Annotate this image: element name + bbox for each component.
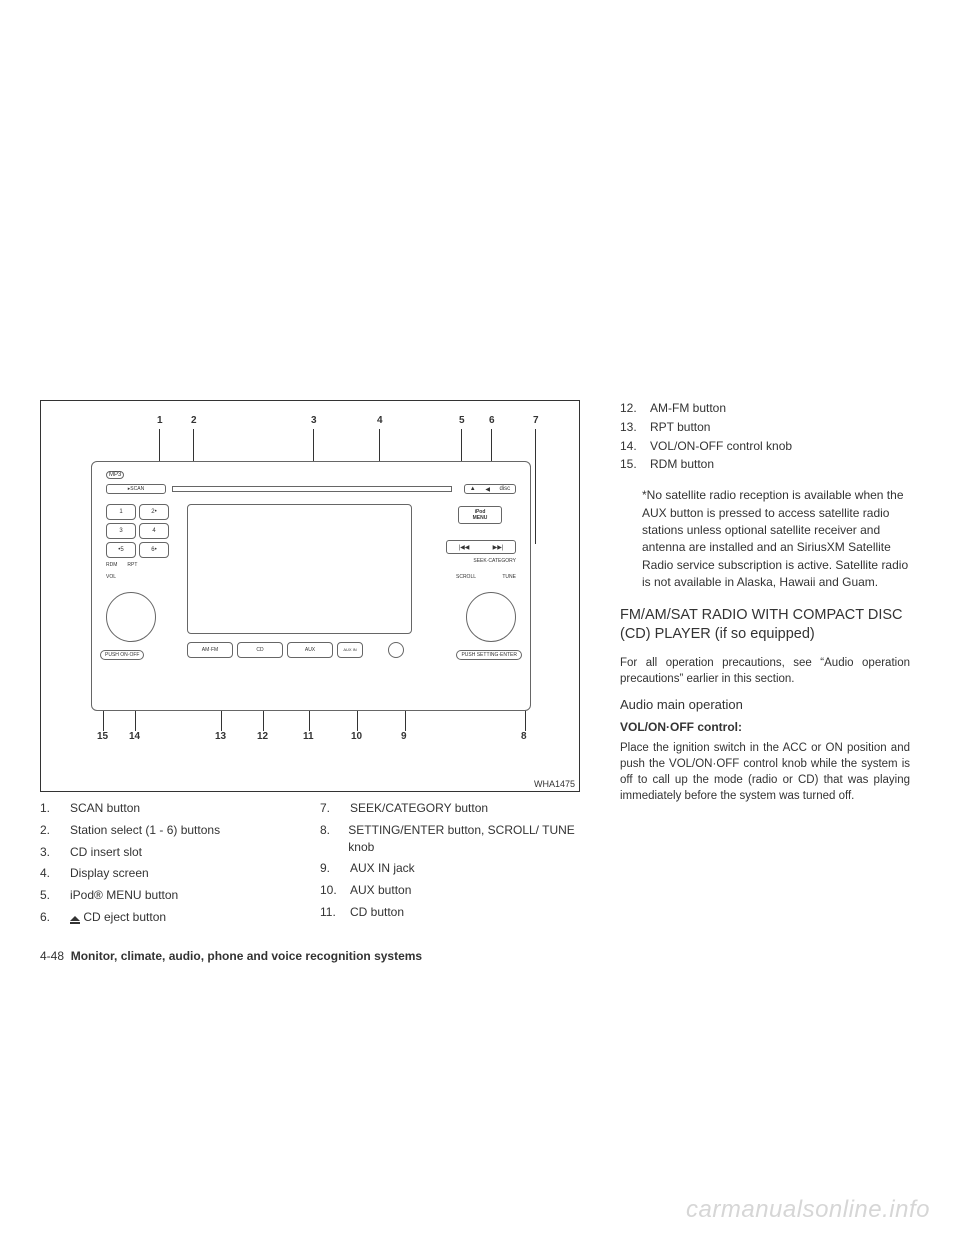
preset-buttons: 1 2 • 3 4 • 5 6 • (106, 504, 169, 558)
legend-number: 7. (320, 800, 338, 817)
rdm-rpt-labels: RDM RPT (106, 562, 137, 568)
scroll-tune-label: SCROLL TUNE (456, 574, 516, 580)
legend-item: 1. SCAN button (40, 800, 300, 817)
tune-knob (466, 592, 516, 642)
legend-item: 15. RDM button (620, 456, 910, 473)
push-on-off-label: PUSH ON·OFF (100, 650, 144, 660)
legend-number: 2. (40, 822, 58, 839)
legend-number: 4. (40, 865, 58, 882)
legend-item: 14. VOL/ON-OFF control knob (620, 438, 910, 455)
legend-text: SETTING/ENTER button, SCROLL/ TUNE knob (348, 822, 580, 856)
legend-number: 12. (620, 400, 638, 417)
legend-number: 8. (320, 822, 336, 856)
callout-6: 6 (489, 415, 495, 426)
precaution-text: For all operation precautions, see “Audi… (620, 655, 910, 687)
legend-number: 3. (40, 844, 58, 861)
legend-number: 10. (320, 882, 338, 899)
legend-item: 12. AM-FM button (620, 400, 910, 417)
legend-text: RPT button (650, 419, 710, 436)
legend-item: 10. AUX button (320, 882, 580, 899)
legend-text: AM-FM button (650, 400, 726, 417)
callout-11: 11 (303, 731, 314, 742)
legend-number: 14. (620, 438, 638, 455)
legend-text: CD insert slot (70, 844, 142, 861)
callout-12: 12 (257, 731, 268, 742)
vol-knob (106, 592, 156, 642)
legend-number: 13. (620, 419, 638, 436)
legend-columns: 1. SCAN button 2. Station select (1 - 6) bu… (40, 800, 600, 931)
cd-slot (172, 486, 452, 492)
callout-9: 9 (401, 731, 407, 742)
legend-item: 5. iPod® MENU button (40, 887, 300, 904)
vol-label: VOL (106, 574, 116, 580)
scan-button: ▸ SCAN (106, 484, 166, 494)
sub-heading: Audio main operation (620, 697, 910, 712)
ipod-menu-button: iPod MENU (458, 506, 502, 524)
legend-number: 15. (620, 456, 638, 473)
legend-right: 12. AM-FM button 13. RPT button 14. VOL/ON-OF… (620, 400, 910, 473)
watermark: carmanualsonline.info (686, 1196, 930, 1224)
legend-text: CD eject button (70, 909, 166, 926)
callout-1: 1 (157, 415, 163, 426)
push-setting-label: PUSH SETTING·ENTER (456, 650, 522, 660)
callout-2: 2 (191, 415, 197, 426)
diagram-id: WHA1475 (534, 779, 575, 789)
callout-8: 8 (521, 731, 527, 742)
eject-icon (70, 916, 80, 921)
display-screen (187, 504, 412, 634)
legend-text: Station select (1 - 6) buttons (70, 822, 220, 839)
legend-item: 8. SETTING/ENTER button, SCROLL/ TUNE kno… (320, 822, 580, 856)
legend-item: 4. Display screen (40, 865, 300, 882)
page-number: 4-48 (40, 949, 64, 963)
callout-7: 7 (533, 415, 539, 426)
legend-text: SCAN button (70, 800, 140, 817)
satellite-note: *No satellite radio reception is availab… (642, 487, 910, 591)
legend-item: 2. Station select (1 - 6) buttons (40, 822, 300, 839)
legend-item: 6. CD eject button (40, 909, 300, 926)
legend-number: 11. (320, 904, 338, 921)
legend-text: Display screen (70, 865, 149, 882)
callout-13: 13 (215, 731, 226, 742)
section-heading: FM/AM/SAT RADIO WITH COMPACT DISC (CD) P… (620, 606, 910, 645)
callout-3: 3 (311, 415, 317, 426)
legend-number: 6. (40, 909, 58, 926)
eject-button-area: ▲ ◀ disc (464, 484, 516, 494)
seek-buttons: |◀◀ ▶▶| (446, 540, 516, 554)
head-unit-outline: MP3 ▸ SCAN ▲ ◀ disc 1 2 • 3 4 • 5 6 • (91, 461, 531, 711)
callout-15: 15 (97, 731, 108, 742)
legend-text: VOL/ON-OFF control knob (650, 438, 792, 455)
callout-14: 14 (129, 731, 140, 742)
legend-text: AUX button (350, 882, 411, 899)
page-footer: 4-48 Monitor, climate, audio, phone and … (40, 949, 600, 963)
legend-text: iPod® MENU button (70, 887, 178, 904)
mode-buttons: AM·FM CD AUX AUX IN (187, 642, 363, 658)
legend-item: 13. RPT button (620, 419, 910, 436)
radio-diagram: 1 2 3 4 5 6 7 15 14 13 12 11 10 9 8 (40, 400, 580, 792)
legend-item: 11. CD button (320, 904, 580, 921)
legend-text: AUX IN jack (350, 860, 415, 877)
legend-text: RDM button (650, 456, 714, 473)
callout-4: 4 (377, 415, 383, 426)
legend-text: CD button (350, 904, 404, 921)
legend-item: 7. SEEK/CATEGORY button (320, 800, 580, 817)
control-label: VOL/ON·OFF control: (620, 720, 910, 734)
legend-number: 1. (40, 800, 58, 817)
legend-number: 5. (40, 887, 58, 904)
legend-number: 9. (320, 860, 338, 877)
callout-10: 10 (351, 731, 362, 742)
footer-title: Monitor, climate, audio, phone and voice… (71, 949, 422, 963)
aux-in-jack (388, 642, 404, 658)
mp3-rds-badge: MP3 (106, 470, 166, 480)
legend-text: SEEK/CATEGORY button (350, 800, 488, 817)
callout-5: 5 (459, 415, 465, 426)
legend-item: 9. AUX IN jack (320, 860, 580, 877)
control-body: Place the ignition switch in the ACC or … (620, 740, 910, 804)
seek-category-label: SEEK·CATEGORY (473, 558, 516, 564)
legend-item: 3. CD insert slot (40, 844, 300, 861)
